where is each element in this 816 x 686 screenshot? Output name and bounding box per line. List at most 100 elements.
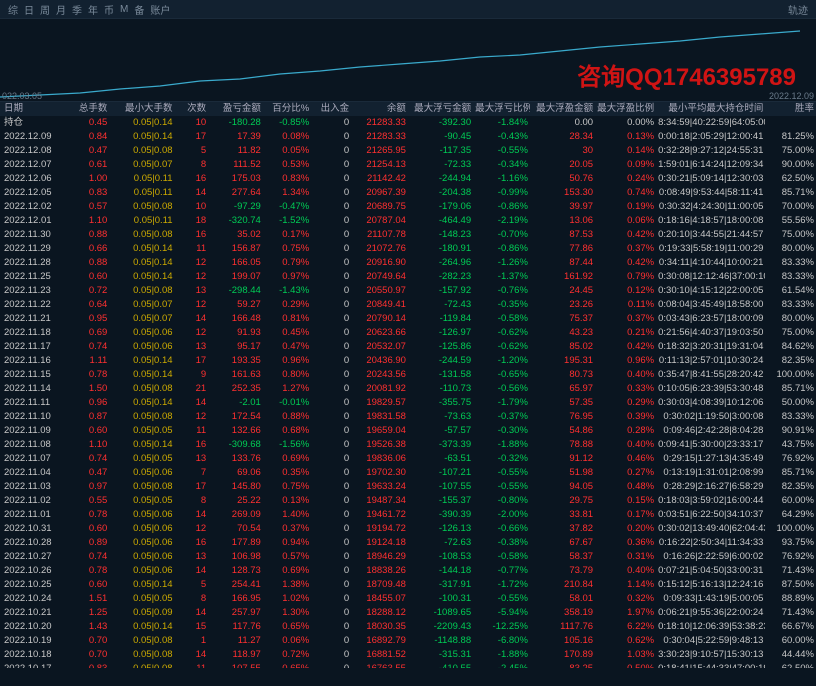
table-row[interactable]: 2022.11.290.660.05|0.1411156.870.75%0210… xyxy=(0,242,816,256)
cell: 0 xyxy=(311,256,351,270)
table-row[interactable]: 2022.12.070.610.05|0.078111.520.53%02125… xyxy=(0,158,816,172)
toolbar-item[interactable]: 周 xyxy=(40,2,50,17)
table-row[interactable]: 2022.11.220.640.05|0.071259.270.29%02084… xyxy=(0,298,816,312)
table-row[interactable]: 2022.11.230.720.05|0.0813-298.44-1.43%02… xyxy=(0,284,816,298)
cell: -0.32% xyxy=(473,452,530,466)
table-row[interactable]: 2022.11.300.880.05|0.081635.020.17%02110… xyxy=(0,228,816,242)
col-header[interactable]: 盈亏金额 xyxy=(208,102,263,116)
toolbar-item[interactable]: M xyxy=(120,4,128,15)
cell: 5 xyxy=(175,144,209,158)
toolbar-item[interactable]: 年 xyxy=(88,2,98,17)
table-row[interactable]: 2022.11.210.950.05|0.0714166.480.81%0207… xyxy=(0,312,816,326)
cell: -0.99% xyxy=(473,186,530,200)
col-header[interactable]: 最大浮盈金额 xyxy=(530,102,595,116)
table-row[interactable]: 2022.12.020.570.05|0.0810-97.29-0.47%020… xyxy=(0,200,816,214)
table-row[interactable]: 2022.10.280.890.05|0.0616177.890.94%0191… xyxy=(0,536,816,550)
table-row[interactable]: 2022.11.161.110.05|0.1417193.350.96%0204… xyxy=(0,354,816,368)
table-row[interactable]: 2022.11.250.600.05|0.1412199.070.97%0207… xyxy=(0,270,816,284)
col-header[interactable]: 余额 xyxy=(351,102,408,116)
table-row[interactable]: 2022.11.020.550.05|0.05825.220.13%019487… xyxy=(0,494,816,508)
table-row[interactable]: 2022.10.310.600.05|0.061270.540.37%01919… xyxy=(0,522,816,536)
table-row[interactable]: 2022.11.150.780.05|0.149161.630.80%02024… xyxy=(0,368,816,382)
cell: 0.05|0.14 xyxy=(109,620,174,634)
cell: 2022.11.02 xyxy=(0,494,67,508)
table-row[interactable]: 2022.12.080.470.05|0.08511.820.05%021265… xyxy=(0,144,816,158)
table-row[interactable]: 2022.11.081.100.05|0.1416-309.68-1.56%01… xyxy=(0,438,816,452)
cell: 20550.97 xyxy=(351,284,408,298)
table-row[interactable]: 2022.10.201.430.05|0.1415117.760.65%0180… xyxy=(0,620,816,634)
table-row[interactable]: 2022.10.211.250.05|0.0914257.971.30%0182… xyxy=(0,606,816,620)
cell: 0.20% xyxy=(595,522,656,536)
toolbar-item[interactable]: 币 xyxy=(104,2,114,17)
toolbar-track[interactable]: 轨迹 xyxy=(788,2,808,17)
summary-row[interactable]: 持仓0.450.05|0.1410-180.28-0.85%021283.33-… xyxy=(0,116,816,130)
cell: 0.05|0.06 xyxy=(109,326,174,340)
toolbar-item[interactable]: 综 xyxy=(8,2,18,17)
table-row[interactable]: 2022.11.180.690.05|0.061291.930.45%02062… xyxy=(0,326,816,340)
cell: -1.37% xyxy=(473,270,530,284)
col-header[interactable]: 最小大手数 xyxy=(109,102,174,116)
cell: 0:30:02|1:19:50|3:00:08 xyxy=(656,410,765,424)
table-row[interactable]: 2022.10.260.780.05|0.0614128.730.69%0188… xyxy=(0,564,816,578)
table-row[interactable]: 2022.11.170.740.05|0.061395.170.47%02053… xyxy=(0,340,816,354)
col-header[interactable]: 出入金 xyxy=(311,102,351,116)
table-row[interactable]: 2022.12.061.000.05|0.1116175.030.83%0211… xyxy=(0,172,816,186)
cell: 0.05|0.14 xyxy=(109,242,174,256)
toolbar-item[interactable]: 备 xyxy=(134,2,144,17)
cell: 0.78 xyxy=(67,508,109,522)
cell: 1.25 xyxy=(67,606,109,620)
cell: -0.76% xyxy=(473,284,530,298)
cell: 85.02 xyxy=(530,340,595,354)
table-row[interactable]: 2022.10.270.740.05|0.0613106.980.57%0189… xyxy=(0,550,816,564)
col-header[interactable]: 最小平均最大持仓时间 xyxy=(656,102,765,116)
data-grid[interactable]: 日期总手数最小大手数次数盈亏金额百分比%出入金余额最大浮亏金额最大浮亏比例最大浮… xyxy=(0,102,816,668)
cell: -144.18 xyxy=(408,564,473,578)
table-row[interactable]: 2022.11.100.870.05|0.0812172.540.88%0198… xyxy=(0,410,816,424)
cell: -0.62% xyxy=(473,340,530,354)
cell: 77.86 xyxy=(530,242,595,256)
toolbar-item[interactable]: 日 xyxy=(24,2,34,17)
table-row[interactable]: 2022.10.250.600.05|0.145254.411.38%01870… xyxy=(0,578,816,592)
toolbar-item[interactable]: 账户 xyxy=(150,2,170,17)
cell: 21283.33 xyxy=(351,130,408,144)
table-row[interactable]: 2022.11.141.500.05|0.0821252.351.27%0200… xyxy=(0,382,816,396)
col-header[interactable]: 次数 xyxy=(175,102,209,116)
table-row[interactable]: 2022.12.011.100.05|0.1118-320.74-1.52%02… xyxy=(0,214,816,228)
table-row[interactable]: 2022.11.030.970.05|0.0817145.800.75%0196… xyxy=(0,480,816,494)
table-row[interactable]: 2022.10.180.700.05|0.0814118.970.72%0168… xyxy=(0,648,816,662)
table-row[interactable]: 2022.11.070.740.05|0.0513133.760.69%0198… xyxy=(0,452,816,466)
cell: 0:28:29|2:16:27|6:58:29 xyxy=(656,480,765,494)
table-row[interactable]: 2022.11.040.470.05|0.06769.060.35%019702… xyxy=(0,466,816,480)
cell: 84.62% xyxy=(765,340,816,354)
cell: 0.47% xyxy=(263,340,311,354)
table-row[interactable]: 2022.12.090.840.05|0.141717.390.08%02128… xyxy=(0,130,816,144)
cell: 0 xyxy=(311,326,351,340)
table-row[interactable]: 2022.12.050.830.05|0.1114277.641.34%0209… xyxy=(0,186,816,200)
table-row[interactable]: 2022.10.170.830.05|0.0811107.550.65%0167… xyxy=(0,662,816,668)
col-header[interactable]: 最大浮亏比例 xyxy=(473,102,530,116)
col-header[interactable]: 日期 xyxy=(0,102,67,116)
table-row[interactable]: 2022.10.190.700.05|0.08111.270.06%016892… xyxy=(0,634,816,648)
table-row[interactable]: 2022.11.110.960.05|0.1414-2.01-0.01%0198… xyxy=(0,396,816,410)
cell: 59.27 xyxy=(208,298,263,312)
toolbar-item[interactable]: 季 xyxy=(72,2,82,17)
cell: -97.29 xyxy=(208,200,263,214)
toolbar-item[interactable]: 月 xyxy=(56,2,66,17)
cell: 0.78 xyxy=(67,564,109,578)
cell: -0.34% xyxy=(473,158,530,172)
cell: 0 xyxy=(311,620,351,634)
col-header[interactable]: 最大浮盈比例 xyxy=(595,102,656,116)
table-row[interactable]: 2022.10.241.510.05|0.058166.951.02%01845… xyxy=(0,592,816,606)
cell: 177.89 xyxy=(208,536,263,550)
col-header[interactable]: 最大浮亏金额 xyxy=(408,102,473,116)
table-row[interactable]: 2022.11.280.880.05|0.1412166.050.79%0209… xyxy=(0,256,816,270)
table-row[interactable]: 2022.11.090.600.05|0.0511132.660.68%0196… xyxy=(0,424,816,438)
col-header[interactable]: 总手数 xyxy=(67,102,109,116)
col-header[interactable]: 百分比% xyxy=(263,102,311,116)
cell: 1.14% xyxy=(595,578,656,592)
col-header[interactable]: 胜率 xyxy=(765,102,816,116)
cell: 1 xyxy=(175,634,209,648)
cell: 8 xyxy=(175,158,209,172)
cell: 0.36% xyxy=(595,536,656,550)
table-row[interactable]: 2022.11.010.780.05|0.0614269.091.40%0194… xyxy=(0,508,816,522)
